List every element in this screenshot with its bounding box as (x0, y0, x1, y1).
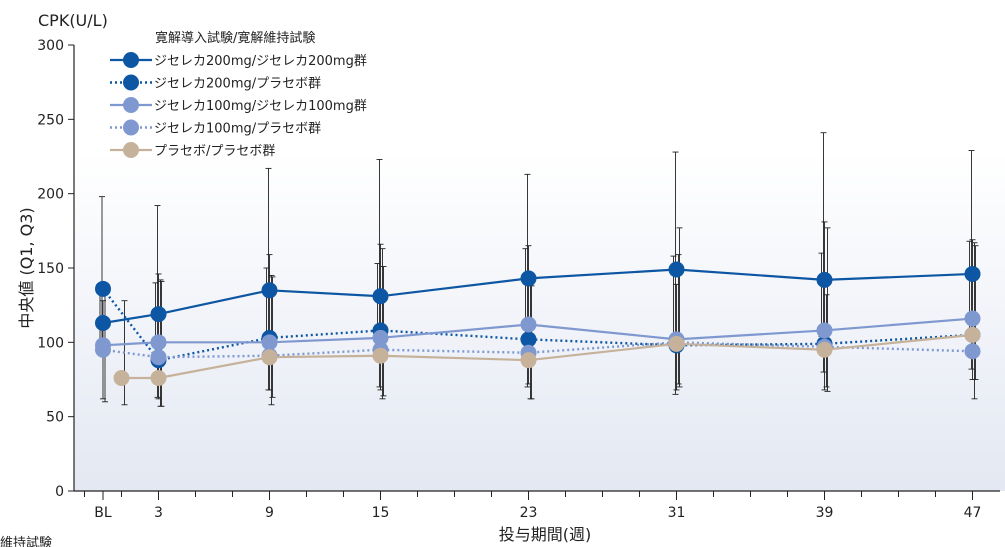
series-points (95, 261, 981, 387)
legend-marker (123, 142, 139, 158)
data-point (372, 329, 389, 346)
legend-marker (123, 52, 139, 68)
data-point (964, 265, 981, 282)
legend-label: ジセレカ100mg/プラセボ群 (154, 122, 321, 137)
legend-label: ジセレカ100mg/ジセレカ100mg群 (154, 99, 367, 114)
data-point (113, 370, 130, 387)
footnote: 維持試験 (0, 535, 52, 547)
y-axis-top-label: CPK(U/L) (38, 11, 108, 30)
y-tick-label: 50 (46, 410, 64, 426)
data-point (520, 352, 537, 369)
data-point (95, 315, 111, 332)
data-point (95, 280, 111, 297)
legend-title: 寛解導入試験/寛解維持試験 (155, 30, 315, 46)
data-point (816, 322, 833, 339)
series-line (121, 333, 973, 380)
data-point (95, 341, 111, 358)
data-point (668, 335, 685, 352)
x-tick-label: 9 (265, 505, 274, 521)
x-tick-label: 3 (154, 505, 163, 521)
data-point (668, 261, 685, 278)
plot-background (74, 150, 1005, 491)
data-point (520, 331, 537, 348)
x-tick-label: 39 (816, 505, 834, 521)
data-point (150, 306, 167, 323)
legend-marker (123, 119, 139, 136)
legend-marker (123, 74, 139, 91)
data-point (964, 343, 981, 360)
legend-marker (123, 97, 139, 113)
x-tick-label: 15 (372, 505, 390, 521)
x-tick-label: BL (94, 505, 112, 521)
y-tick-label: 300 (37, 38, 64, 54)
legend-label: ジセレカ200mg/プラセボ群 (154, 77, 321, 92)
series-line (102, 268, 973, 325)
y-tick-label: 100 (37, 335, 64, 351)
series-line (102, 317, 973, 347)
data-point (150, 349, 167, 366)
y-tick-label: 250 (37, 112, 64, 128)
data-point (372, 288, 389, 305)
x-tick-label: 47 (964, 505, 982, 521)
data-point (964, 326, 981, 343)
data-point (261, 282, 278, 299)
data-point (150, 334, 167, 351)
data-point (150, 370, 167, 387)
legend: ジセレカ200mg/ジセレカ200mg群ジセレカ200mg/プラセボ群ジセレカ1… (110, 52, 367, 159)
series-lines (102, 268, 973, 380)
x-tick-label: 23 (520, 505, 538, 521)
data-point (520, 270, 537, 287)
data-point (964, 310, 981, 327)
legend-label: プラセボ/プラセボ群 (154, 144, 275, 159)
data-point (261, 334, 278, 351)
data-point (261, 349, 278, 366)
y-axis-side-label: 中央値 (Q1, Q3) (17, 207, 36, 328)
data-point (816, 271, 833, 288)
data-point (372, 347, 389, 364)
y-tick-label: 0 (55, 484, 64, 500)
legend-label: ジセレカ200mg/ジセレカ200mg群 (154, 54, 367, 69)
y-tick-label: 200 (37, 187, 64, 203)
x-axis-label: 投与期間(週) (499, 525, 592, 544)
y-tick-label: 150 (37, 261, 64, 277)
data-point (520, 316, 537, 333)
x-tick-label: 31 (668, 505, 686, 521)
data-point (816, 341, 833, 358)
